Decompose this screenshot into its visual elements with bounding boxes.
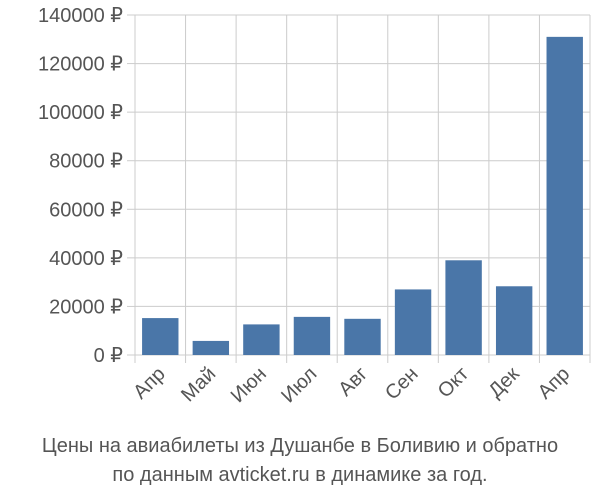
- y-tick-label: 120000 ₽: [38, 54, 123, 76]
- x-tick-label: Авг: [334, 363, 372, 401]
- x-tick-label: Июл: [277, 363, 321, 407]
- x-tick-label: Апр: [534, 363, 575, 404]
- x-tick-label: Дек: [485, 363, 524, 402]
- y-tick-label: 0 ₽: [94, 345, 124, 367]
- bars: [142, 36, 583, 355]
- bar: [445, 260, 482, 355]
- bar: [192, 340, 230, 355]
- bar: [495, 286, 533, 355]
- y-tick-label: 100000 ₽: [38, 102, 123, 124]
- y-axis-ticks: 0 ₽ 20000 ₽ 40000 ₽ 60000 ₽ 80000 ₽ 100000 ₽ 1…: [38, 5, 135, 367]
- y-tick-label: 140000 ₽: [38, 5, 123, 27]
- bar: [243, 324, 280, 355]
- x-tick-label: Май: [177, 363, 220, 406]
- y-tick-label: 80000 ₽: [49, 151, 123, 173]
- grid-layer: [134, 14, 591, 363]
- chart-caption-line-1: Цены на авиабилеты из Душанбе в Боливию …: [41, 435, 559, 457]
- y-tick-label: 20000 ₽: [49, 296, 123, 318]
- x-tick-label: Апр: [129, 363, 170, 404]
- bar: [344, 318, 381, 355]
- bar: [142, 318, 179, 355]
- x-axis-labels: Апр Май Июн Июл Авг Сен Окт Дек Апр: [129, 363, 574, 407]
- x-tick-label: Июн: [227, 363, 271, 407]
- bar: [394, 289, 432, 355]
- bar: [546, 36, 583, 355]
- chart-caption-line-2: по данным avticket.ru в динамике за год.: [112, 464, 488, 486]
- bar: [293, 316, 331, 355]
- x-tick-label: Окт: [434, 363, 473, 402]
- x-tick-label: Сен: [381, 363, 422, 404]
- y-tick-label: 60000 ₽: [49, 199, 123, 221]
- y-tick-label: 40000 ₽: [49, 248, 123, 270]
